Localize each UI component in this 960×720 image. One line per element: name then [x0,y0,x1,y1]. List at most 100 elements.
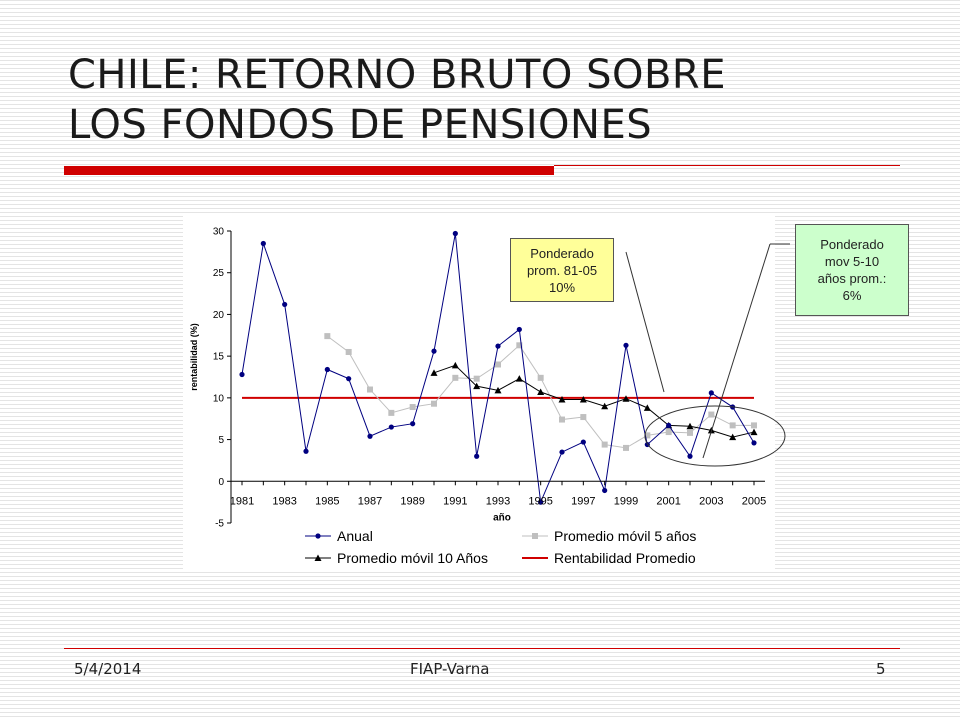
data-point-promedio-m-vil-5-a-os [687,429,693,436]
data-point-promedio-m-vil-5-a-os [431,400,437,407]
data-point-anual [410,421,416,427]
annotations [625,243,790,467]
data-point-anual [324,366,330,373]
series-line-promedio-m-vil-10-a-os [433,364,755,438]
y-tick-label: 10 [213,393,225,404]
data-point-anual [687,453,693,459]
data-point-promedio-m-vil-10-a-os [515,375,523,382]
data-point-promedio-m-vil-5-a-os [537,374,544,381]
data-point-promedio-m-vil-5-a-os [623,444,629,451]
data-point-promedio-m-vil-10-a-os [579,396,587,403]
data-point-promedio-m-vil-10-a-os [430,369,438,376]
x-tick-label: 2005 [742,495,766,507]
legend-label-promedio-m-vil-10-a-os: Promedio móvil 10 Años [337,550,488,566]
data-point-promedio-m-vil-10-a-os [473,382,481,390]
data-point-anual [559,449,565,455]
data-point-anual [303,448,309,454]
data-point-anual [388,424,394,430]
data-point-promedio-m-vil-5-a-os [644,432,651,439]
y-tick-label: 15 [213,352,225,363]
data-point-promedio-m-vil-10-a-os [494,386,502,394]
data-point-promedio-m-vil-5-a-os [388,409,395,416]
x-tick-label: 1991 [443,495,467,507]
data-point-promedio-m-vil-5-a-os [729,422,736,429]
data-point-promedio-m-vil-5-a-os [601,441,608,448]
x-tick-label: 2003 [699,495,723,507]
chart-legend: Anual Promedio móvil 5 años Promedio móvil… [305,528,696,566]
data-point-anual [666,422,672,428]
data-point-anual [623,342,629,348]
data-point-promedio-m-vil-5-a-os [580,414,587,421]
legend-label-promedio-m-vil-5-a-os: Promedio móvil 5 años [554,528,696,544]
chart-axes: -5 0 5 10 15 20 25 30 1981 1983 1985 1987 1989 1991 19… [189,227,766,530]
x-tick-label: 1987 [358,495,382,507]
data-point-anual [346,376,352,382]
title-accent-line [554,165,900,166]
x-tick-label: 1995 [528,495,552,507]
callout-ponderado-promedio-text: Ponderado prom. 81-05 10% [526,245,598,295]
data-point-anual [708,390,714,396]
y-tick-label: 0 [218,477,224,488]
chart-background [183,216,775,572]
data-point-anual [495,343,501,349]
data-point-promedio-m-vil-5-a-os [324,333,331,340]
data-point-promedio-m-vil-5-a-os [345,348,352,355]
legend-label-anual: Anual [337,528,373,544]
data-point-promedio-m-vil-10-a-os [750,428,758,436]
x-tick-label: 2001 [656,495,680,507]
x-tick-label: 1993 [486,495,510,507]
data-point-anual [602,487,608,494]
data-point-promedio-m-vil-5-a-os [708,411,715,418]
title-accent-bar [64,166,554,175]
x-tick-label: 1985 [315,495,339,507]
data-point-promedio-m-vil-5-a-os [452,374,459,381]
data-point-promedio-m-vil-10-a-os [601,402,609,410]
x-axis-title: año [493,512,511,523]
x-tick-label: 1997 [571,495,595,507]
data-point-anual [580,439,586,445]
footer-page-number: 5 [876,660,886,678]
legend-marker-promedio-m-vil-10-a-os [314,554,322,561]
x-tick-label: 1981 [230,495,254,507]
data-point-promedio-m-vil-5-a-os [516,342,523,349]
data-point-anual [516,326,522,333]
callout-ponderado-movil-text: Ponderado mov 5-10 años prom.: 6% [817,237,887,303]
data-point-promedio-m-vil-5-a-os [559,416,565,423]
data-point-promedio-m-vil-5-a-os [665,429,672,436]
data-point-anual [538,499,544,505]
y-tick-label: -5 [215,519,224,530]
x-tick-label: 1983 [272,495,296,507]
data-point-promedio-m-vil-10-a-os [643,404,651,411]
y-tick-label: 25 [213,268,225,279]
callout-ponderado-movil: Ponderado mov 5-10 años prom.: 6% [795,224,909,316]
y-tick-label: 30 [213,227,225,238]
data-point-promedio-m-vil-5-a-os [751,422,757,429]
data-point-promedio-m-vil-5-a-os [495,361,501,368]
data-point-anual [431,348,437,354]
data-point-anual [452,230,458,237]
plot-area [239,230,758,505]
data-point-anual [751,440,757,446]
data-point-promedio-m-vil-10-a-os [558,396,566,403]
data-point-anual [474,453,480,459]
legend-marker-anual [315,533,321,539]
y-axis-title: rentabilidad (%) [189,323,199,391]
footer-divider [64,648,900,649]
data-point-promedio-m-vil-10-a-os [451,361,459,369]
data-point-promedio-m-vil-5-a-os [367,386,373,393]
legend-marker-promedio-m-vil-5-a-os [532,533,538,539]
slide-title-line-2: LOS FONDOS DE PENSIONES [68,102,653,148]
data-point-anual [239,371,245,378]
slide-title: CHILE: RETORNO BRUTO SOBRE LOS FONDOS DE… [68,50,928,150]
callout-leader-line [625,251,665,393]
data-point-promedio-m-vil-5-a-os [409,404,416,411]
x-tick-label: 1989 [400,495,424,507]
highlight-ellipse [644,405,786,467]
footer-center-text: FIAP-Varna [410,660,490,678]
data-point-promedio-m-vil-10-a-os [622,395,630,402]
y-tick-label: 20 [213,310,225,321]
x-tick-label: 1999 [614,495,638,507]
legend-label-rentabilidad-promedio: Rentabilidad Promedio [554,550,696,566]
callout-ponderado-promedio: Ponderado prom. 81-05 10% [510,238,614,302]
